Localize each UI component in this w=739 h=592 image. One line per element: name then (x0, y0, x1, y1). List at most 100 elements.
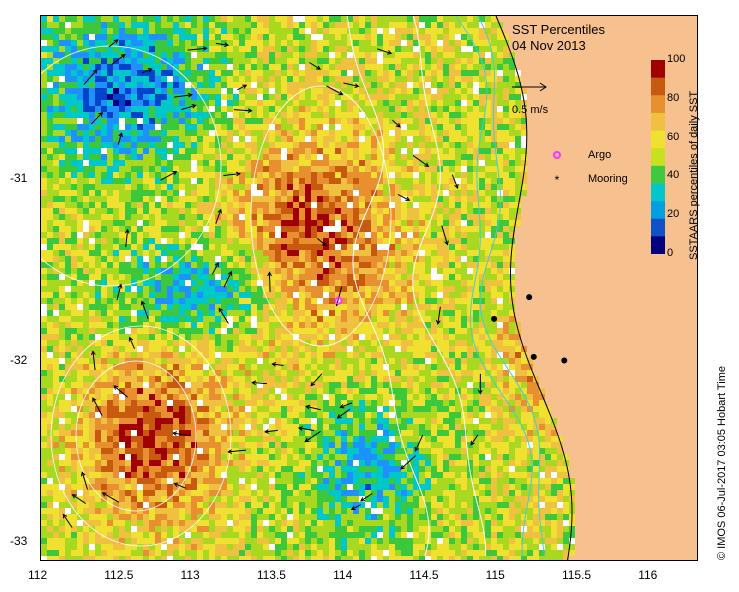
current-arrow (251, 380, 267, 386)
current-arrow (237, 84, 248, 91)
current-arrow (128, 336, 135, 349)
current-arrow (435, 306, 441, 325)
map-title-block: SST Percentiles 04 Nov 2013 (512, 22, 605, 54)
current-arrow (451, 174, 459, 189)
y-tick-label: -32 (10, 352, 28, 367)
current-arrow (477, 373, 483, 395)
current-arrow (392, 119, 401, 128)
current-arrow (101, 492, 120, 503)
mooring-marker (526, 294, 533, 301)
mooring-marker (530, 353, 537, 360)
current-arrow (140, 300, 149, 320)
x-tick-label: 115.5 (561, 568, 592, 582)
colorbar-label: SSTAARS percentiles of daily SST (688, 90, 700, 260)
isobath-line (477, 16, 545, 557)
current-arrow (124, 228, 130, 248)
current-arrow (397, 193, 411, 201)
current-arrow (211, 262, 219, 275)
current-arrow (360, 493, 373, 502)
isobath-line (346, 16, 430, 557)
current-arrow (326, 85, 344, 96)
ssh-contour (250, 85, 392, 347)
current-arrow (90, 350, 96, 371)
colorbar-segment (651, 95, 665, 114)
current-arrow (343, 82, 360, 88)
x-tick-label: 113.5 (256, 568, 286, 582)
current-arrow (304, 431, 321, 443)
current-arrow (218, 307, 229, 324)
coastline (495, 16, 573, 560)
current-arrow (108, 39, 119, 48)
colorbar-segment (651, 60, 665, 79)
current-arrow (113, 385, 128, 398)
ssh-contour (50, 325, 232, 547)
velocity-scale-label: 0.5 m/s (512, 104, 549, 116)
current-arrow (117, 132, 123, 145)
map-date: 04 Nov 2013 (512, 38, 586, 53)
current-arrow (264, 429, 278, 434)
colorbar-segment (651, 201, 665, 220)
colorbar-segment (651, 130, 665, 149)
current-arrow (414, 434, 424, 452)
mooring-legend-label: Mooring (588, 173, 628, 185)
x-tick-label: 114.5 (409, 568, 439, 582)
current-arrow (441, 225, 449, 246)
colorbar-tick-label: 80 (667, 91, 680, 104)
colorbar-tick-label: 0 (667, 247, 674, 259)
current-arrow (309, 62, 322, 70)
map-title: SST Percentiles (512, 22, 605, 37)
current-arrow (181, 103, 197, 111)
colorbar-tick-label: 40 (667, 169, 680, 182)
argo-marker (334, 296, 343, 305)
x-tick-label: 114 (333, 568, 353, 582)
mooring-marker (491, 315, 498, 322)
sst-field (41, 16, 575, 560)
current-arrow (173, 482, 186, 489)
y-tick-label: -33 (10, 533, 28, 548)
x-tick-label: 112 (28, 568, 48, 582)
x-tick-label: 113 (180, 568, 200, 582)
current-arrow (174, 92, 193, 98)
colorbar-segment (651, 183, 665, 202)
current-arrow (297, 426, 315, 431)
credit-text: © IMOS 06-Jul-2017 03:05 Hobart Time (716, 366, 728, 560)
current-arrow (227, 449, 247, 454)
current-arrow (172, 431, 191, 437)
current-arrow (267, 271, 272, 293)
mooring-legend-marker: * (555, 173, 560, 186)
current-arrow (90, 111, 104, 125)
current-arrow (116, 283, 123, 301)
current-arrow (310, 373, 323, 387)
current-arrow (400, 455, 417, 470)
current-arrow (160, 171, 178, 181)
current-arrow (83, 69, 98, 85)
velocity-scale-arrow (512, 82, 547, 92)
current-arrow (80, 471, 89, 490)
current-arrow (215, 208, 222, 224)
current-arrow (223, 171, 241, 177)
ssh-contour (41, 45, 222, 287)
colorbar-segment (651, 112, 665, 132)
current-arrow (317, 237, 327, 247)
current-arrow (470, 434, 479, 446)
current-arrow (111, 53, 126, 65)
colorbar-segment (651, 165, 665, 184)
argo-legend-marker (553, 151, 561, 159)
current-arrow (141, 67, 153, 74)
colorbar-segment (651, 77, 665, 96)
current-arrow (350, 504, 361, 511)
colorbar-segment (651, 218, 665, 237)
current-arrow (71, 494, 87, 505)
colorbar-tick-label: 60 (667, 130, 680, 143)
mooring-marker (561, 357, 568, 364)
current-arrow (412, 155, 430, 167)
current-arrow (233, 108, 253, 113)
current-arrow (336, 408, 351, 419)
current-arrow (92, 397, 103, 416)
colorbar (651, 60, 665, 254)
current-arrow (377, 48, 393, 55)
colorbar-tick-label: 20 (667, 208, 680, 221)
sst-map[interactable] (40, 15, 698, 561)
x-tick-label: 115 (485, 568, 505, 582)
colorbar-segment (651, 236, 665, 254)
